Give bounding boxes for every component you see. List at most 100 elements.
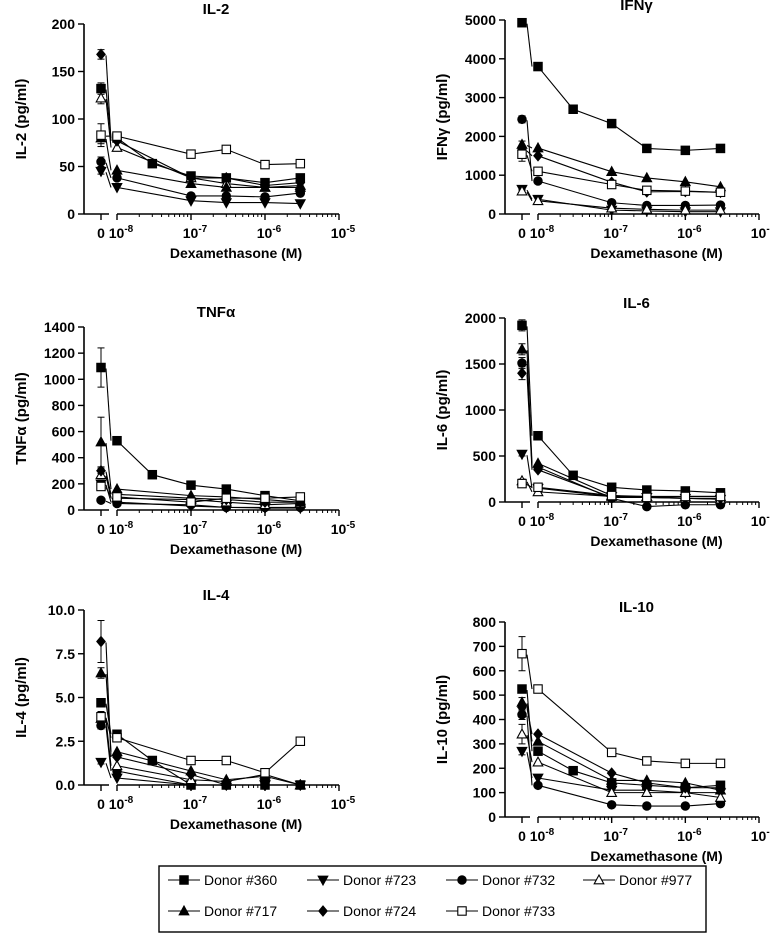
series-donor-977 <box>516 184 727 215</box>
y-tick-label: 400 <box>52 450 76 466</box>
series-donor-732 <box>517 114 726 211</box>
data-point <box>295 736 306 746</box>
series-donor-733 <box>517 636 726 769</box>
y-tick-label: 2.5 <box>56 733 76 749</box>
series-donor-733 <box>96 481 306 507</box>
x-tick-label: 10-7 <box>183 520 208 537</box>
data-point <box>715 781 726 794</box>
data-point <box>679 175 692 187</box>
legend-item-donor-360: Donor #360 <box>168 872 277 888</box>
data-point <box>532 756 544 767</box>
y-tick-label: 2000 <box>465 310 496 326</box>
legend-label: Donor #360 <box>204 872 277 888</box>
y-tick-label: 1000 <box>44 371 75 387</box>
data-point <box>516 449 528 461</box>
data-point <box>517 478 527 489</box>
x-tick-label: 10-7 <box>603 512 628 529</box>
data-point <box>294 199 307 210</box>
data-point <box>186 191 196 201</box>
data-point <box>95 166 107 178</box>
series-donor-733 <box>96 123 306 170</box>
series-connector <box>105 442 112 490</box>
data-point <box>517 320 527 331</box>
data-point <box>715 187 726 198</box>
data-point <box>112 492 122 502</box>
x-axis-label: Dexamethasone (M) <box>170 245 302 261</box>
series-line <box>116 440 301 502</box>
series-donor-724 <box>96 48 306 192</box>
data-point <box>186 497 196 507</box>
series-connector <box>105 642 112 758</box>
data-point <box>112 435 122 446</box>
data-point <box>641 786 653 797</box>
x-axis-label: Dexamethasone (M) <box>590 245 722 261</box>
y-tick-label: 0 <box>488 809 496 825</box>
y-axis-label: TNFα (pg/ml) <box>13 372 30 465</box>
y-tick-label: 0 <box>67 206 75 222</box>
series-connector <box>105 368 112 441</box>
y-tick-label: 150 <box>52 64 76 80</box>
data-point <box>295 176 306 189</box>
series-connector <box>526 481 533 493</box>
data-point <box>605 165 618 177</box>
series-line <box>537 733 721 789</box>
legend-label: Donor #977 <box>619 872 692 888</box>
data-point <box>606 179 617 190</box>
y-tick-label: 400 <box>473 712 497 728</box>
data-point <box>641 171 653 183</box>
data-point <box>96 464 106 477</box>
x-tick-label: 10-6 <box>677 512 702 529</box>
chart-il-4: IL-4 0.0 2.5 5.0 7.5 10.0 IL-4 (pg/ml) 0 10-8 10-… <box>13 587 356 832</box>
series-connector <box>526 150 533 157</box>
data-point <box>96 495 106 505</box>
data-point <box>186 480 196 490</box>
data-point <box>517 701 527 714</box>
data-point <box>221 755 232 766</box>
series-donor-360 <box>517 319 726 498</box>
x-tick-label: 0 <box>97 521 105 537</box>
x-tick-label: 10-8 <box>530 224 555 241</box>
data-point <box>95 91 107 103</box>
x-tick-label: 10-7 <box>183 795 208 812</box>
x-tick-label: 0 <box>518 828 526 844</box>
series-donor-717 <box>95 131 307 192</box>
data-point <box>679 203 692 215</box>
legend-label: Donor #717 <box>204 903 277 919</box>
data-point <box>517 358 527 368</box>
data-point <box>112 732 122 743</box>
data-point <box>96 48 106 61</box>
series-line <box>116 140 301 187</box>
data-point <box>111 141 123 152</box>
series-line <box>537 435 721 494</box>
series-donor-733 <box>517 478 726 503</box>
series-donor-977 <box>516 723 727 802</box>
series-connector <box>105 162 112 179</box>
y-tick-label: 1200 <box>44 345 75 361</box>
y-tick-label: 500 <box>473 448 497 464</box>
series-donor-717 <box>95 666 307 790</box>
data-point <box>533 431 543 441</box>
x-tick-label: 0 <box>97 796 105 812</box>
data-point <box>517 367 527 380</box>
data-point <box>714 791 727 802</box>
data-point <box>641 203 653 214</box>
data-point <box>220 181 233 192</box>
data-point <box>715 758 726 769</box>
legend-marker <box>457 875 467 885</box>
y-tick-label: 500 <box>473 687 497 703</box>
series-donor-732 <box>517 709 726 811</box>
data-point <box>642 756 652 766</box>
chart-title: IFNγ <box>620 0 653 14</box>
legend-label: Donor #733 <box>482 903 555 919</box>
data-point <box>95 757 107 769</box>
x-tick-label: 10-5 <box>751 827 770 844</box>
series-line <box>537 66 721 151</box>
series-line <box>116 137 301 184</box>
data-point <box>568 765 578 776</box>
y-axis-label: IL-6 (pg/ml) <box>434 370 451 451</box>
data-point <box>221 493 232 503</box>
data-point <box>715 143 726 154</box>
series-line <box>537 155 721 193</box>
series-line <box>537 147 721 188</box>
